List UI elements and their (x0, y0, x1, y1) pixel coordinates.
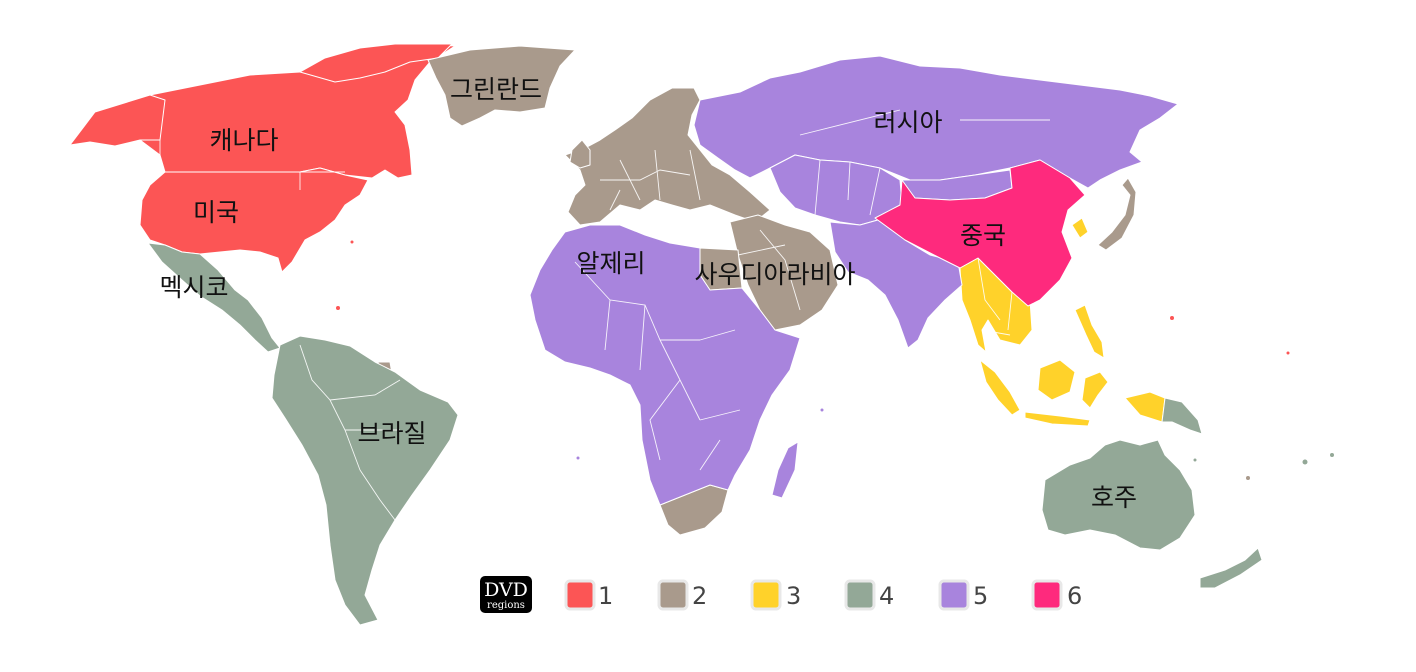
legend-item-3: 3 (750, 579, 801, 611)
island-dot (1193, 458, 1197, 462)
legend-swatch-2 (657, 579, 689, 611)
new-zealand-shape (1199, 547, 1263, 589)
japan-shape (1097, 177, 1137, 251)
madagascar-shape (771, 441, 799, 499)
logo-subtitle: regions (487, 600, 525, 611)
dvd-regions-logo: DVD regions (480, 576, 532, 613)
canada-usa-border (159, 140, 345, 190)
island-dot (1302, 459, 1308, 465)
island-dot (576, 456, 580, 460)
logo-background (480, 576, 532, 613)
island-dot (336, 306, 340, 310)
label-brazil: 브라질 (357, 419, 426, 448)
label-canada: 캐나다 (209, 126, 278, 155)
logo-title: DVD (484, 579, 528, 601)
island-dot (1330, 453, 1334, 457)
legend-swatch-5 (938, 579, 970, 611)
legend-label-6: 6 (1067, 582, 1082, 610)
legend-label-2: 2 (692, 582, 707, 610)
island-dot (1246, 476, 1250, 480)
region-2 (377, 45, 1137, 536)
usa-shape (139, 167, 369, 273)
island-dot (820, 408, 824, 412)
south-america-shape (271, 335, 459, 626)
label-saudi-arabia: 사우디아라비아 (694, 260, 855, 289)
legend-item-5: 5 (938, 579, 988, 611)
label-australia: 호주 (1091, 483, 1137, 512)
legend-swatch-4 (844, 579, 876, 611)
sea-borders (977, 257, 1013, 336)
new-guinea-west-shape (1124, 391, 1166, 423)
region-4 (147, 242, 1263, 626)
new-guinea-east-shape (1161, 397, 1203, 435)
legend-swatch-1 (564, 579, 596, 611)
legend-swatch-6 (1031, 579, 1063, 611)
label-china: 중국 (960, 221, 1006, 250)
legend-item-4: 4 (844, 579, 894, 611)
philippines-shape (1074, 304, 1105, 359)
island-dot (350, 240, 354, 244)
mexico-central-america-shape (147, 242, 281, 353)
europe-shape (564, 87, 771, 226)
legend: DVD regions 1 2 3 4 5 6 (480, 576, 1082, 613)
australia-shape (1041, 439, 1196, 551)
sulawesi-shape (1081, 371, 1109, 409)
legend-item-1: 1 (564, 579, 613, 611)
region-3-southeast-asia (959, 217, 1166, 427)
borneo-shape (1037, 359, 1076, 401)
label-mexico: 멕시코 (159, 273, 228, 302)
label-algeria: 알제리 (576, 249, 645, 278)
legend-item-6: 6 (1031, 579, 1082, 611)
island-dot (1170, 316, 1174, 320)
region-6-china (874, 159, 1086, 307)
label-usa: 미국 (193, 198, 239, 227)
greenland-shape (427, 45, 576, 127)
small-islands (336, 240, 1334, 480)
region-1-north-america (69, 43, 456, 273)
legend-item-2: 2 (657, 579, 707, 611)
island-dot (1286, 351, 1290, 355)
label-greenland: 그린란드 (450, 75, 542, 104)
uk-shape (569, 139, 591, 169)
legend-swatch-3 (750, 579, 782, 611)
alaska-shape (69, 94, 166, 147)
island-dot (1029, 297, 1035, 303)
label-russia: 러시아 (873, 108, 942, 137)
legend-label-3: 3 (786, 582, 801, 610)
africa-shape (529, 224, 801, 506)
europe-borders (600, 149, 801, 311)
region-5 (529, 55, 1179, 506)
china-shape (874, 159, 1086, 307)
legend-label-1: 1 (598, 582, 613, 610)
africa-borders (574, 261, 741, 471)
legend-label-5: 5 (973, 582, 988, 610)
malay-shape (979, 359, 1021, 416)
legend-label-4: 4 (879, 582, 894, 610)
java-shape (1024, 411, 1091, 427)
korea-taiwan-shape (1071, 217, 1089, 239)
middle-east-shape (729, 214, 839, 331)
russia-asia-borders (799, 109, 1050, 216)
latin-america-borders (299, 344, 401, 546)
